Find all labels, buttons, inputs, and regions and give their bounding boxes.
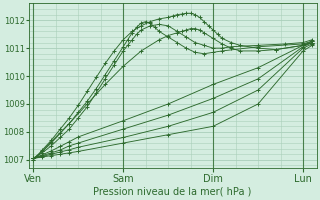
- X-axis label: Pression niveau de la mer( hPa ): Pression niveau de la mer( hPa ): [93, 187, 252, 197]
